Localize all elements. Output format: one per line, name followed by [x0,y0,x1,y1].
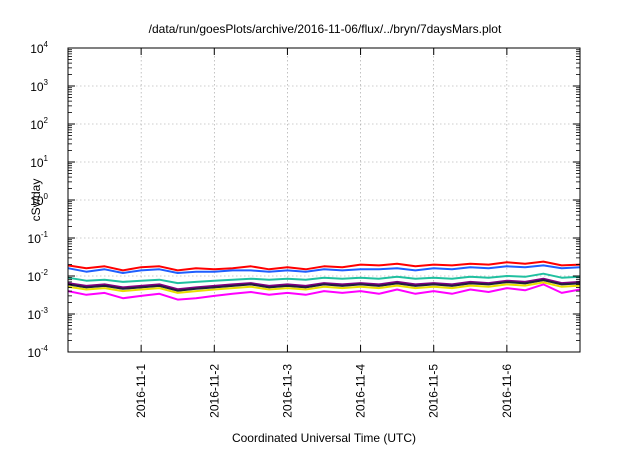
y-tick-exponent: -1 [41,230,49,239]
y-tick-base: 10 [30,42,44,56]
y-tick-base: 10 [30,80,44,94]
series-line-2 [67,264,581,274]
y-tick-label: 103 [30,78,48,94]
x-tick-label: 2016-11-5 [427,364,441,418]
chart-title: /data/run/goesPlots/archive/2016-11-06/f… [149,22,502,36]
series-line-6 [67,281,581,294]
series-line-3 [67,272,581,285]
y-tick-base: 10 [28,232,42,246]
y-tick-exponent: 0 [44,192,49,201]
y-tick-label: 10-1 [28,230,49,246]
y-tick-exponent: -4 [41,344,49,353]
y-tick-exponent: 4 [44,40,49,49]
y-tick-exponent: 3 [44,78,49,87]
y-axis-label: cSv/day [29,179,43,222]
y-tick-label: 10-3 [28,306,49,322]
x-tick-label: 2016-11-2 [207,364,221,418]
y-tick-label: 100 [30,192,48,208]
y-tick-base: 10 [30,156,44,170]
y-tick-base: 10 [28,346,42,360]
y-tick-base: 10 [28,270,42,284]
series-line-7 [67,283,581,301]
series-line-5 [67,279,581,292]
y-tick-exponent: 1 [44,154,49,163]
x-axis: 2016-11-1 2016-11-2 2016-11-3 2016-11-4 2016… [134,48,514,418]
y-tick-base: 10 [30,118,44,132]
series-line-1 [67,260,581,272]
grid [68,48,580,352]
x-tick-label: 2016-11-4 [354,364,368,418]
y-tick-exponent: -3 [41,306,49,315]
y-tick-label: 101 [30,154,48,170]
x-tick-label: 2016-11-6 [500,364,514,418]
y-tick-label: 102 [30,116,48,132]
series-line-4 [67,277,581,291]
series-layer [67,260,581,301]
y-tick-exponent: 2 [44,116,49,125]
y-tick-base: 10 [30,194,44,208]
x-tick-label: 2016-11-3 [280,364,294,418]
y-tick-label: 10-2 [28,268,49,284]
y-tick-label: 10-4 [28,344,49,360]
y-tick-exponent: -2 [41,268,49,277]
x-tick-label: 2016-11-1 [134,364,148,418]
y-tick-base: 10 [28,308,42,322]
x-axis-label: Coordinated Universal Time (UTC) [232,431,416,445]
y-tick-label: 104 [30,40,48,56]
